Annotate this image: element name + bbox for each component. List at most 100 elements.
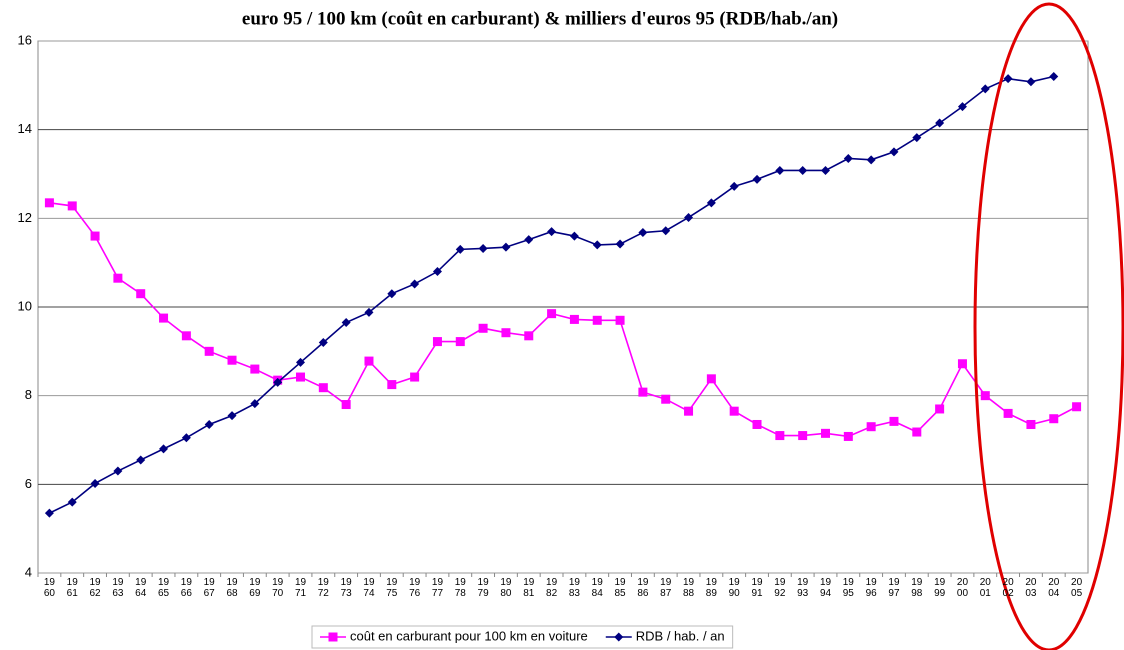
y-tick-label: 10 — [18, 298, 32, 313]
marker — [843, 431, 853, 441]
x-tick-label: 1994 — [819, 577, 832, 599]
x-tick-label: 1971 — [294, 577, 307, 599]
y-tick-label: 8 — [25, 387, 32, 402]
marker — [328, 632, 338, 642]
marker — [821, 165, 830, 175]
marker — [1026, 419, 1036, 429]
x-tick-label: 1976 — [409, 577, 421, 599]
x-tick-label: 1967 — [203, 577, 215, 599]
marker — [44, 198, 54, 208]
x-tick-label: 1974 — [363, 577, 375, 599]
marker — [729, 181, 739, 191]
marker — [661, 394, 671, 404]
x-tick-label: 1973 — [340, 577, 352, 599]
x-tick-label: 1978 — [454, 577, 466, 599]
marker — [684, 406, 694, 416]
x-tick-label: 1972 — [317, 577, 329, 599]
chart-title: euro 95 / 100 km (coût en carburant) & m… — [242, 8, 838, 29]
x-tick-label: 1975 — [386, 577, 398, 599]
marker — [204, 419, 214, 429]
marker — [615, 239, 625, 249]
marker — [113, 273, 123, 283]
y-tick-label: 6 — [25, 476, 32, 491]
x-tick-label: 1997 — [888, 577, 900, 599]
x-tick-label: 1970 — [272, 577, 284, 599]
x-tick-label: 2004 — [1048, 577, 1060, 599]
marker — [44, 508, 54, 518]
y-tick-label: 16 — [18, 32, 32, 47]
marker — [501, 242, 511, 252]
marker — [615, 315, 625, 325]
x-tick-label: 1960 — [43, 577, 55, 599]
highlight-ellipse — [973, 2, 1124, 650]
marker — [90, 478, 100, 488]
marker — [957, 359, 967, 369]
marker — [90, 231, 100, 241]
marker — [957, 102, 967, 112]
marker — [432, 267, 442, 277]
marker — [569, 314, 579, 324]
marker — [318, 383, 328, 393]
x-tick-label: 1982 — [546, 577, 558, 599]
marker — [638, 228, 648, 238]
x-tick-label: 1961 — [66, 577, 78, 599]
x-tick-label: 1968 — [226, 577, 238, 599]
marker — [364, 356, 374, 366]
marker — [227, 355, 237, 365]
x-tick-label: 1991 — [751, 577, 763, 599]
x-tick-label: 1984 — [591, 577, 603, 599]
marker — [1049, 71, 1059, 81]
x-tick-label: 1965 — [157, 577, 170, 599]
marker — [1026, 77, 1036, 87]
marker — [273, 377, 283, 387]
x-tick-label: 1983 — [568, 577, 580, 599]
marker — [113, 466, 123, 476]
marker — [889, 147, 899, 157]
marker — [706, 198, 716, 208]
marker — [775, 431, 785, 441]
x-tick-label: 2003 — [1025, 577, 1037, 599]
marker — [1072, 402, 1082, 412]
marker — [1049, 414, 1059, 424]
x-tick-label: 1986 — [637, 577, 649, 599]
marker — [980, 84, 990, 94]
marker — [866, 422, 876, 432]
marker — [547, 309, 557, 319]
marker — [889, 416, 899, 426]
marker — [478, 323, 488, 333]
marker — [524, 331, 534, 341]
x-tick-label: 2002 — [1002, 577, 1014, 599]
marker — [547, 227, 557, 237]
marker — [935, 404, 945, 414]
marker — [775, 165, 785, 175]
marker — [364, 307, 374, 317]
marker — [1003, 408, 1013, 418]
marker — [136, 455, 146, 465]
x-tick-label: 2001 — [979, 577, 991, 599]
marker — [341, 318, 351, 328]
x-tick-label: 1993 — [797, 577, 809, 599]
marker — [181, 433, 191, 443]
y-tick-label: 12 — [18, 210, 32, 225]
x-tick-label: 1962 — [89, 577, 101, 599]
x-tick-label: 1987 — [660, 577, 672, 599]
marker — [843, 153, 853, 163]
marker — [980, 391, 990, 401]
marker — [181, 331, 191, 341]
x-tick-label: 1990 — [728, 577, 740, 599]
marker — [912, 427, 922, 437]
marker — [661, 226, 671, 236]
x-tick-label: 2000 — [956, 577, 969, 599]
marker — [204, 346, 214, 356]
marker — [798, 165, 808, 175]
x-tick-label: 1963 — [112, 577, 124, 599]
marker — [729, 406, 739, 416]
x-tick-label: 1995 — [842, 577, 854, 599]
x-tick-label: 1988 — [682, 577, 695, 599]
marker — [432, 337, 442, 347]
x-tick-label: 1992 — [774, 577, 786, 599]
marker — [159, 313, 169, 323]
marker — [614, 632, 624, 642]
